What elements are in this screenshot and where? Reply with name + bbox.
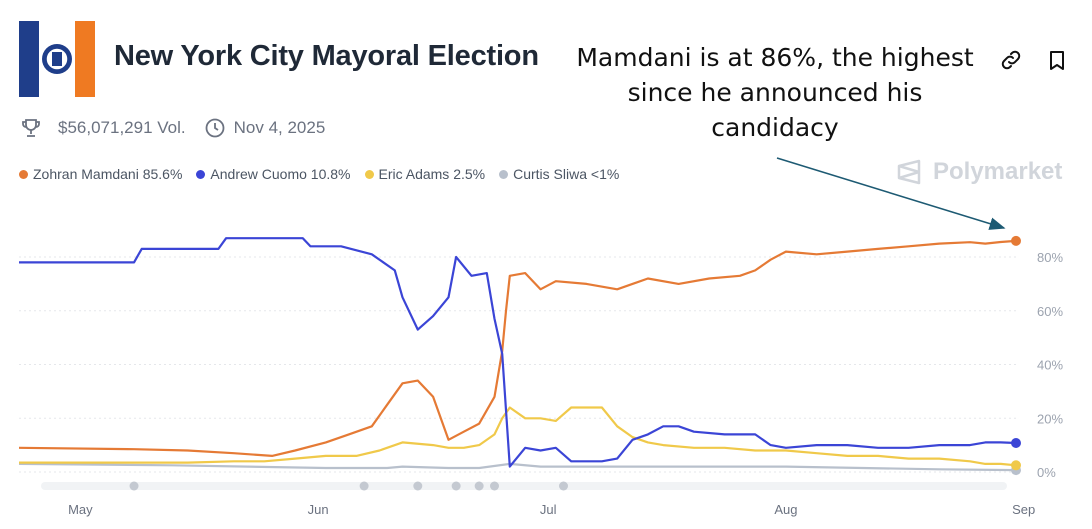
chart-legend: Zohran Mamdani 85.6% Andrew Cuomo 10.8% … <box>19 166 619 182</box>
y-tick-label: 60% <box>1037 304 1063 319</box>
legend-label: Zohran Mamdani 85.6% <box>33 166 183 182</box>
bookmark-icon[interactable] <box>1046 49 1068 71</box>
x-tick-label: Sep <box>1012 502 1035 517</box>
x-tick-label: Jul <box>540 502 557 517</box>
volume-text: $56,071,291 Vol. <box>58 118 186 137</box>
market-meta: $56,071,291 Vol. Nov 4, 2025 <box>20 117 325 139</box>
timeline-marker <box>129 481 139 491</box>
y-tick-label: 80% <box>1037 250 1063 265</box>
timeline-marker <box>474 481 484 491</box>
legend-item-mamdani: Zohran Mamdani 85.6% <box>19 166 182 182</box>
header-actions <box>1000 49 1068 71</box>
timeline-marker <box>489 481 499 491</box>
series-end-point-cuomo <box>1011 437 1021 448</box>
legend-dot <box>19 169 28 179</box>
timeline-marker <box>559 481 569 491</box>
legend-label: Curtis Sliwa <1% <box>513 166 620 182</box>
legend-dot <box>364 169 374 179</box>
legend-item-sliwa: Curtis Sliwa <1% <box>499 166 619 182</box>
series-line-mamdani <box>18 239 1017 457</box>
series-line-sliwa <box>18 462 1017 472</box>
x-tick-label: May <box>68 502 93 517</box>
timeline-marker <box>359 481 369 491</box>
link-icon[interactable] <box>1000 49 1022 71</box>
series-line-cuomo <box>19 237 1017 468</box>
polymarket-watermark: Polymarket <box>895 158 1062 186</box>
legend-item-cuomo: Andrew Cuomo 10.8% <box>196 166 351 182</box>
y-tick-label: 0% <box>1037 465 1056 480</box>
series-line-adams <box>19 406 1017 467</box>
y-tick-label: 40% <box>1037 358 1063 373</box>
polymarket-logo-icon <box>897 159 921 185</box>
x-tick-label: Jun <box>308 502 329 517</box>
end-date-text: Nov 4, 2025 <box>233 118 326 137</box>
series-end-point-adams <box>1011 460 1021 471</box>
annotation-arrow <box>776 157 1006 230</box>
legend-label: Andrew Cuomo 10.8% <box>210 166 351 182</box>
chart-annotation: Mamdani is at 86%, the highest since he … <box>576 43 974 142</box>
legend-dot <box>499 169 509 179</box>
y-tick-label: 20% <box>1037 411 1063 426</box>
legend-label: Eric Adams 2.5% <box>378 166 486 182</box>
clock-icon <box>204 117 226 139</box>
nyc-flag-logo <box>19 21 95 97</box>
timeline-marker <box>413 481 423 491</box>
x-tick-label: Aug <box>774 502 797 517</box>
legend-item-adams: Eric Adams 2.5% <box>364 166 486 182</box>
trophy-icon <box>20 117 42 139</box>
page-title: New York City Mayoral Election <box>114 40 539 72</box>
watermark-text: Polymarket <box>933 158 1063 185</box>
timeline-marker <box>451 481 461 491</box>
legend-dot <box>196 169 206 179</box>
series-end-point-mamdani <box>1011 235 1021 246</box>
